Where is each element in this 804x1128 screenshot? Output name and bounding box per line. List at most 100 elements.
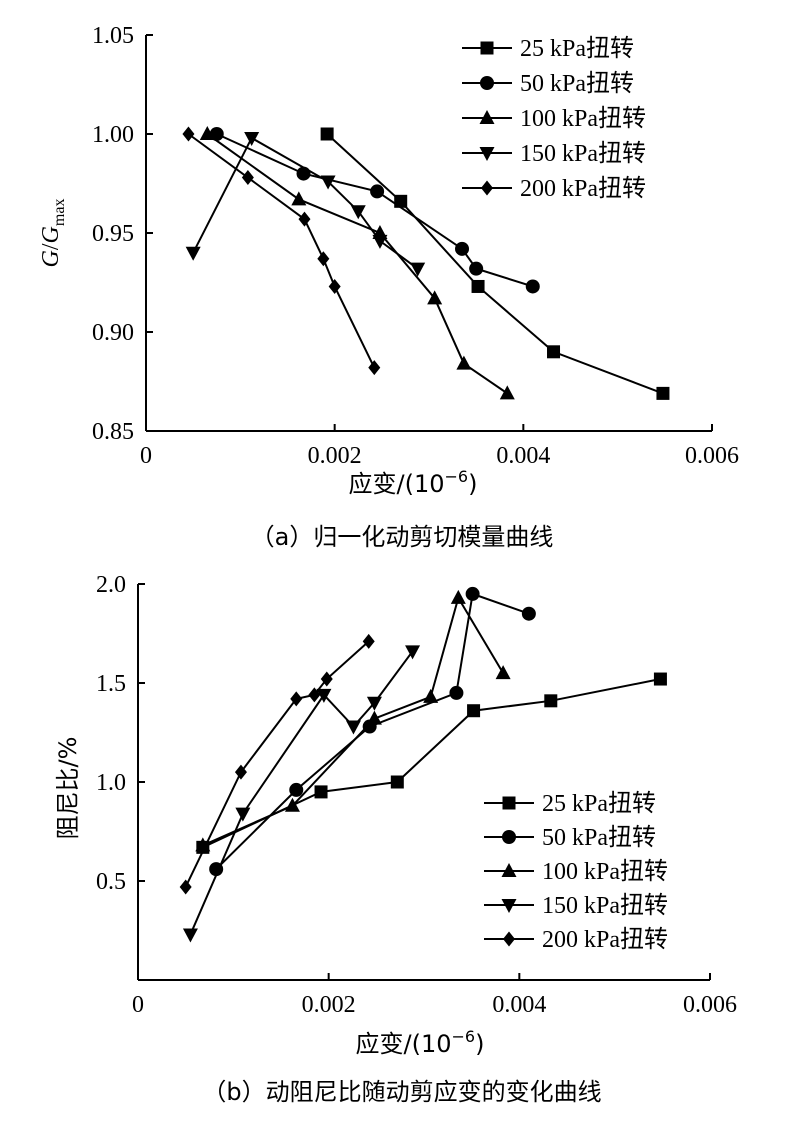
data-point-4-0	[182, 126, 195, 142]
data-point-0-0	[320, 127, 334, 141]
series-line-4	[187, 133, 376, 369]
data-point-4-3	[317, 251, 330, 267]
legend-label: 150 kPa扭转	[542, 892, 668, 919]
legend-label: 25 kPa扭转	[520, 35, 634, 62]
x-tick-label: 0	[140, 443, 152, 469]
data-point-4-1	[241, 170, 254, 186]
legend-label: 200 kPa扭转	[520, 175, 646, 202]
series-line-1	[216, 133, 534, 288]
data-point-4-2	[290, 691, 303, 707]
legend-label: 150 kPa扭转	[520, 140, 646, 167]
data-point-4-3	[308, 687, 321, 703]
data-point-3-1	[244, 131, 260, 146]
legend-label: 50 kPa扭转	[542, 824, 656, 851]
y-axis-title: G/Gmax	[38, 199, 68, 268]
data-point-2-0	[199, 126, 215, 140]
y-tick-label: 1.0	[96, 770, 126, 796]
figure-caption: （a）归一化动剪切模量曲线	[251, 523, 554, 551]
series-line-3	[192, 136, 419, 270]
data-point-1-1	[296, 166, 311, 181]
y-tick-label: 0.95	[92, 221, 134, 247]
data-point-0-4	[656, 386, 670, 400]
chart-b-svg: 0 0.002 0.004 0.006 0.5 1.0 1.5 2.0 25 kPa扭转 50 k…	[54, 572, 737, 1106]
y-tick-label: 0.90	[92, 320, 134, 346]
data-point-4-4	[320, 671, 333, 687]
x-tick-label: 0	[132, 992, 144, 1018]
data-point-0-3	[547, 345, 561, 359]
data-point-3-0	[185, 246, 201, 261]
y-tick-label: 1.05	[92, 23, 134, 49]
data-point-3-2	[316, 688, 332, 703]
x-axis-title: 应变/(10−6)	[356, 1027, 485, 1058]
data-point-4-5	[368, 360, 381, 376]
figure-caption: （b）动阻尼比随动剪应变的变化曲线	[202, 1078, 601, 1106]
data-point-3-3	[345, 720, 361, 735]
y-tick-label: 1.5	[96, 671, 126, 697]
legend-marker	[503, 931, 515, 947]
data-point-4-2	[298, 211, 311, 227]
legend-marker	[480, 41, 494, 55]
data-point-2-5	[495, 665, 511, 680]
series-line-2	[206, 133, 508, 395]
series-line-3	[189, 650, 414, 935]
x-tick-label: 0.002	[302, 992, 356, 1018]
y-tick-label: 2.0	[96, 572, 126, 598]
chart-a-svg: 0 0.002 0.004 0.006 0.85 0.90 0.95 1.00 1.05 25 k…	[38, 23, 739, 551]
legend-marker	[501, 899, 517, 913]
data-point-0-3	[467, 704, 481, 718]
series-line-2	[202, 595, 504, 847]
data-point-4-0	[179, 879, 192, 895]
chart-a: 0 0.002 0.004 0.006 0.85 0.90 0.95 1.00 1.05 25 k…	[0, 0, 804, 560]
x-tick-label: 0.004	[492, 992, 546, 1018]
data-point-0-4	[544, 694, 558, 708]
chart-b: 0 0.002 0.004 0.006 0.5 1.0 1.5 2.0 25 kPa扭转 50 k…	[0, 560, 804, 1128]
legend-marker	[502, 830, 516, 844]
legend-marker	[479, 110, 495, 124]
data-point-1-3	[449, 685, 464, 700]
series-line-0	[202, 678, 661, 849]
data-point-3-2	[320, 175, 336, 190]
legend-label: 25 kPa扭转	[542, 790, 656, 817]
data-point-0-1	[394, 194, 408, 208]
x-tick-label: 0.006	[685, 443, 739, 469]
data-point-0-2	[390, 775, 404, 789]
data-point-4-4	[328, 278, 341, 294]
data-point-2-3	[427, 290, 443, 305]
data-point-1-3	[455, 241, 470, 256]
legend-marker	[480, 76, 494, 90]
legend-label: 100 kPa扭转	[542, 858, 668, 885]
y-axis-title: 阻尼比/%	[54, 737, 82, 840]
x-tick-label: 0.002	[308, 443, 362, 469]
legend-label: 50 kPa扭转	[520, 70, 634, 97]
series-line-1	[215, 592, 530, 870]
legend-label: 200 kPa扭转	[542, 926, 668, 953]
legend-marker	[481, 180, 493, 196]
data-point-2-1	[284, 797, 300, 812]
legend-marker	[502, 796, 516, 810]
data-point-1-2	[370, 184, 385, 199]
data-point-2-4	[456, 355, 472, 370]
data-point-3-4	[366, 696, 382, 711]
data-point-2-4	[450, 589, 466, 604]
data-point-1-1	[289, 782, 304, 797]
data-point-2-3	[423, 688, 439, 703]
data-point-3-5	[405, 645, 421, 660]
data-point-2-1	[291, 191, 307, 206]
data-point-0-5	[653, 672, 667, 686]
y-tick-label: 1.00	[92, 122, 134, 148]
legend-label: 100 kPa扭转	[520, 105, 646, 132]
data-point-1-4	[469, 261, 484, 276]
data-point-3-4	[372, 234, 388, 249]
legend-marker	[501, 863, 517, 877]
y-tick-label: 0.85	[92, 419, 134, 445]
y-tick-label: 0.5	[96, 869, 126, 895]
data-point-1-5	[521, 606, 536, 621]
x-tick-label: 0.006	[683, 992, 737, 1018]
data-point-1-5	[525, 279, 540, 294]
data-point-0-2	[471, 279, 485, 293]
data-point-4-5	[362, 633, 375, 649]
series-line-4	[184, 640, 370, 888]
data-point-3-3	[350, 205, 366, 220]
data-point-3-5	[410, 262, 426, 277]
data-point-2-5	[499, 385, 515, 400]
